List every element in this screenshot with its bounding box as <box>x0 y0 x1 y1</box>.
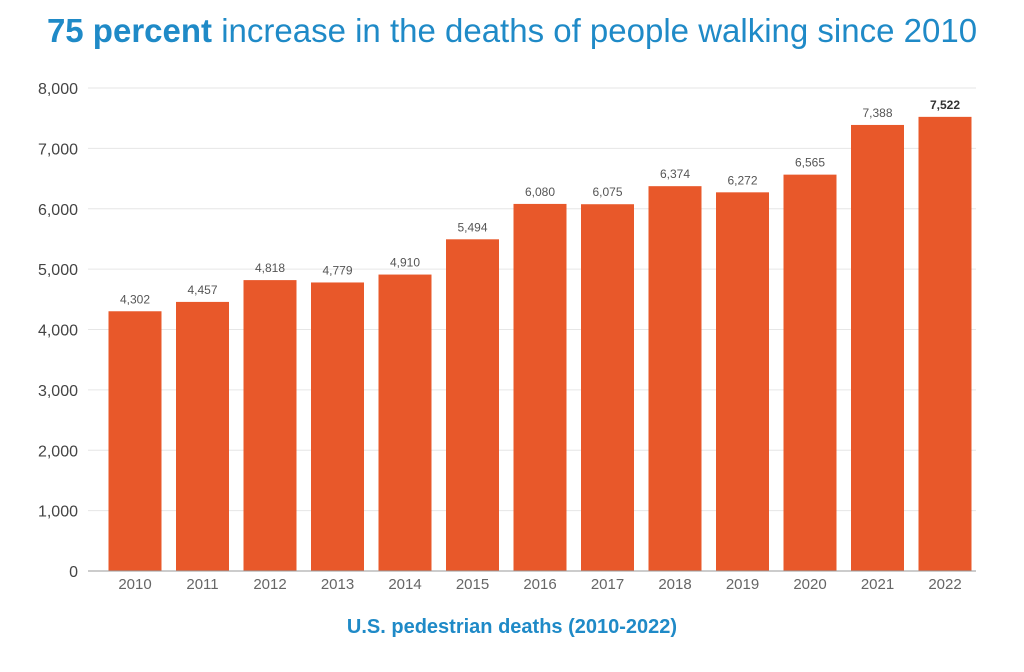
chart-title: 75 percent increase in the deaths of peo… <box>0 12 1024 50</box>
data-label-2016: 6,080 <box>525 185 555 199</box>
y-tick-label: 7,000 <box>38 141 78 158</box>
bar-2018 <box>648 186 702 572</box>
data-label-2012: 4,818 <box>255 261 285 275</box>
y-tick-label: 0 <box>69 564 78 581</box>
data-label-2011: 4,457 <box>187 283 217 297</box>
x-tick-label: 2017 <box>591 576 624 593</box>
y-tick-label: 2,000 <box>38 443 78 460</box>
data-labels: 4,302 4,457 4,818 4,779 4,910 5,494 6,080 6,075… <box>120 98 960 306</box>
bars <box>108 116 972 572</box>
y-tick-label: 6,000 <box>38 202 78 219</box>
bar-2020 <box>783 174 837 571</box>
y-tick-label: 1,000 <box>38 504 78 521</box>
bar-2019 <box>716 192 769 571</box>
bar-2015 <box>446 239 499 571</box>
x-tick-label: 2011 <box>186 576 218 593</box>
x-tick-label: 2010 <box>118 576 151 593</box>
data-label-2020: 6,565 <box>795 156 825 170</box>
x-axis-ticks: 2010 2011 2012 2013 2014 2015 2016 2017 2018 2019… <box>118 576 961 593</box>
x-tick-label: 2018 <box>658 576 691 593</box>
x-axis-label: U.S. pedestrian deaths (2010-2022) <box>346 616 678 638</box>
chart-title-rest: increase in the deaths of people walking… <box>212 12 978 49</box>
y-tick-label: 8,000 <box>38 81 78 98</box>
bar-2017 <box>581 204 634 572</box>
data-label-2017: 6,075 <box>592 185 622 199</box>
x-tick-label: 2015 <box>456 576 489 593</box>
data-label-2015: 5,494 <box>457 220 487 234</box>
x-tick-label: 2020 <box>793 576 826 593</box>
data-label-2013: 4,779 <box>322 263 352 277</box>
x-tick-label: 2019 <box>726 576 759 593</box>
y-axis-ticks: 0 1,000 2,000 3,000 4,000 5,000 6,000 7,000 8,00… <box>38 81 78 581</box>
data-label-2014: 4,910 <box>390 256 420 270</box>
bar-2016 <box>513 203 567 572</box>
y-tick-label: 5,000 <box>38 262 78 279</box>
x-tick-label: 2022 <box>928 576 961 593</box>
x-tick-label: 2012 <box>253 576 286 593</box>
x-tick-label: 2014 <box>388 576 421 593</box>
x-tick-label: 2013 <box>321 576 354 593</box>
bar-2021 <box>851 124 904 572</box>
chart-title-bold: 75 percent <box>46 12 213 49</box>
bar-2010 <box>108 311 162 571</box>
data-label-2021: 7,388 <box>862 106 892 120</box>
y-tick-label: 4,000 <box>38 323 78 340</box>
x-tick-label: 2016 <box>523 576 556 593</box>
data-label-2010: 4,302 <box>120 292 150 306</box>
bar-2012 <box>243 280 297 571</box>
data-label-2018: 6,374 <box>660 167 690 181</box>
data-label-2019: 6,272 <box>727 173 757 187</box>
bar-2011 <box>176 301 229 571</box>
x-tick-label: 2021 <box>861 576 894 593</box>
bar-2014 <box>378 274 432 571</box>
bar-2013 <box>311 282 364 571</box>
y-tick-label: 3,000 <box>38 383 78 400</box>
data-label-2022: 7,522 <box>930 98 960 112</box>
bar-2022 <box>918 116 972 571</box>
